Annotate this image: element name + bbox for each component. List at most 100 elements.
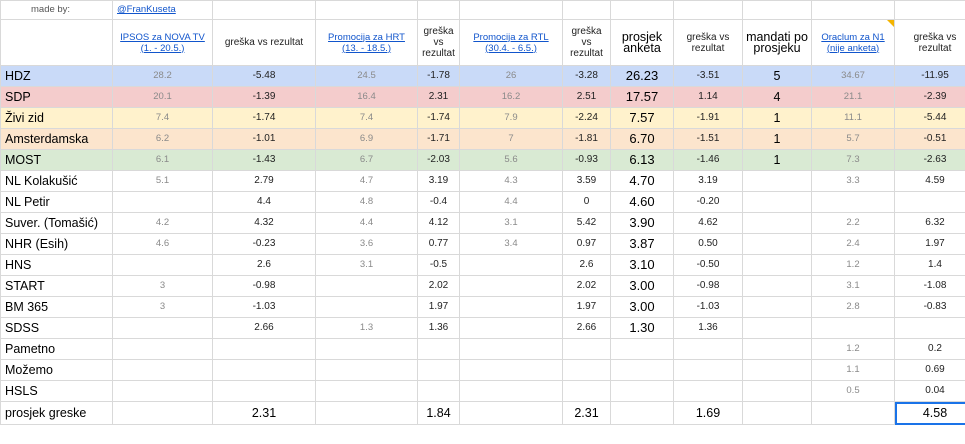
ipsos-value-cell[interactable]: 4.2 xyxy=(112,212,213,234)
rtl-value-cell[interactable]: 7 xyxy=(459,128,563,150)
average-error-cell[interactable]: 0.50 xyxy=(673,233,743,255)
rtl-value-cell[interactable] xyxy=(459,338,563,360)
ipsos-value-cell[interactable]: 6.1 xyxy=(112,149,213,171)
party-name-cell[interactable]: SDP xyxy=(0,86,113,108)
oraclum-error-cell[interactable]: -1.08 xyxy=(894,275,965,297)
rtl-value-cell[interactable]: 4.3 xyxy=(459,170,563,192)
seats-value-cell[interactable] xyxy=(742,317,812,339)
rtl-value-cell[interactable] xyxy=(459,317,563,339)
average-error-cell[interactable]: 3.19 xyxy=(673,170,743,192)
rtl-error-cell[interactable]: 2.02 xyxy=(562,275,611,297)
rtl-error-cell[interactable]: 1.97 xyxy=(562,296,611,318)
ipsos-error-cell[interactable] xyxy=(212,338,316,360)
oraclum-value-cell[interactable] xyxy=(811,191,895,213)
cell[interactable] xyxy=(459,0,563,20)
header-oraclum-link[interactable]: Oraclum za N1 (nije anketa) xyxy=(811,19,895,66)
average-value-cell[interactable]: 26.23 xyxy=(610,65,674,87)
oraclum-error-cell[interactable]: 0.04 xyxy=(894,380,965,402)
oraclum-error-cell[interactable]: 0.69 xyxy=(894,359,965,381)
ipsos-error-cell[interactable]: -0.98 xyxy=(212,275,316,297)
ipsos-error-cell[interactable]: 2.79 xyxy=(212,170,316,192)
average-error-cell[interactable]: -1.46 xyxy=(673,149,743,171)
summary-average-error[interactable]: 1.69 xyxy=(673,401,743,425)
hrt-value-cell[interactable]: 3.1 xyxy=(315,254,418,276)
oraclum-value-cell[interactable]: 3.3 xyxy=(811,170,895,192)
party-name-cell[interactable]: NHR (Esih) xyxy=(0,233,113,255)
oraclum-value-cell[interactable]: 2.4 xyxy=(811,233,895,255)
hrt-value-cell[interactable] xyxy=(315,275,418,297)
hrt-error-cell[interactable] xyxy=(417,359,460,381)
summary-rtl-error[interactable]: 2.31 xyxy=(562,401,611,425)
party-name-cell[interactable]: Suver. (Tomašić) xyxy=(0,212,113,234)
rtl-error-cell[interactable]: -0.93 xyxy=(562,149,611,171)
ipsos-error-cell[interactable]: 4.4 xyxy=(212,191,316,213)
seats-value-cell[interactable] xyxy=(742,191,812,213)
ipsos-value-cell[interactable]: 5.1 xyxy=(112,170,213,192)
hrt-value-cell[interactable] xyxy=(315,380,418,402)
oraclum-error-cell[interactable]: 1.4 xyxy=(894,254,965,276)
cell[interactable] xyxy=(562,0,611,20)
ipsos-error-cell[interactable]: 2.66 xyxy=(212,317,316,339)
average-error-cell[interactable]: -1.51 xyxy=(673,128,743,150)
average-value-cell[interactable]: 3.00 xyxy=(610,296,674,318)
oraclum-value-cell[interactable]: 1.1 xyxy=(811,359,895,381)
average-value-cell[interactable]: 1.30 xyxy=(610,317,674,339)
cell[interactable] xyxy=(459,401,563,425)
seats-value-cell[interactable] xyxy=(742,338,812,360)
oraclum-error-cell[interactable]: 1.97 xyxy=(894,233,965,255)
ipsos-value-cell[interactable] xyxy=(112,380,213,402)
oraclum-value-cell[interactable]: 5.7 xyxy=(811,128,895,150)
summary-hrt-error[interactable]: 1.84 xyxy=(417,401,460,425)
hrt-error-cell[interactable]: -0.4 xyxy=(417,191,460,213)
seats-value-cell[interactable] xyxy=(742,254,812,276)
rtl-error-cell[interactable]: -1.81 xyxy=(562,128,611,150)
summary-ipsos-error[interactable]: 2.31 xyxy=(212,401,316,425)
hrt-value-cell[interactable] xyxy=(315,359,418,381)
oraclum-value-cell[interactable]: 2.8 xyxy=(811,296,895,318)
party-name-cell[interactable]: HDZ xyxy=(0,65,113,87)
oraclum-error-cell[interactable]: 4.59 xyxy=(894,170,965,192)
ipsos-value-cell[interactable] xyxy=(112,191,213,213)
oraclum-value-cell[interactable]: 1.2 xyxy=(811,338,895,360)
oraclum-error-cell[interactable] xyxy=(894,191,965,213)
ipsos-value-cell[interactable] xyxy=(112,317,213,339)
average-value-cell[interactable]: 4.60 xyxy=(610,191,674,213)
ipsos-error-cell[interactable]: -0.23 xyxy=(212,233,316,255)
header-ipsos-link[interactable]: IPSOS za NOVA TV (1. - 20.5.) xyxy=(112,19,213,66)
cell[interactable] xyxy=(315,401,418,425)
cell[interactable] xyxy=(610,401,674,425)
party-name-cell[interactable]: Amsterdamska xyxy=(0,128,113,150)
party-name-cell[interactable]: MOST xyxy=(0,149,113,171)
average-value-cell[interactable]: 3.90 xyxy=(610,212,674,234)
party-name-cell[interactable]: HSLS xyxy=(0,380,113,402)
rtl-error-cell[interactable]: 0.97 xyxy=(562,233,611,255)
hrt-error-cell[interactable]: -1.74 xyxy=(417,107,460,129)
cell[interactable] xyxy=(315,0,418,20)
ipsos-value-cell[interactable]: 7.4 xyxy=(112,107,213,129)
ipsos-error-cell[interactable]: 4.32 xyxy=(212,212,316,234)
hrt-value-cell[interactable]: 6.7 xyxy=(315,149,418,171)
party-name-cell[interactable]: START xyxy=(0,275,113,297)
oraclum-value-cell[interactable]: 3.1 xyxy=(811,275,895,297)
oraclum-error-cell[interactable]: -11.95 xyxy=(894,65,965,87)
party-name-cell[interactable]: Pametno xyxy=(0,338,113,360)
hrt-value-cell[interactable]: 7.4 xyxy=(315,107,418,129)
hrt-error-cell[interactable]: -1.78 xyxy=(417,65,460,87)
seats-value-cell[interactable] xyxy=(742,380,812,402)
average-error-cell[interactable]: -0.50 xyxy=(673,254,743,276)
hrt-error-cell[interactable]: -0.5 xyxy=(417,254,460,276)
oraclum-value-cell[interactable]: 1.2 xyxy=(811,254,895,276)
average-value-cell[interactable]: 4.70 xyxy=(610,170,674,192)
rtl-value-cell[interactable] xyxy=(459,359,563,381)
ipsos-error-cell[interactable]: -5.48 xyxy=(212,65,316,87)
average-value-cell[interactable]: 6.13 xyxy=(610,149,674,171)
hrt-value-cell[interactable]: 4.4 xyxy=(315,212,418,234)
seats-value-cell[interactable]: 5 xyxy=(742,65,812,87)
oraclum-error-cell[interactable]: -5.44 xyxy=(894,107,965,129)
cell[interactable] xyxy=(212,0,316,20)
hrt-value-cell[interactable]: 16.4 xyxy=(315,86,418,108)
rtl-error-cell[interactable]: 2.66 xyxy=(562,317,611,339)
seats-value-cell[interactable]: 4 xyxy=(742,86,812,108)
header-hrt-link[interactable]: Promocija za HRT (13. - 18.5.) xyxy=(315,19,418,66)
oraclum-error-cell[interactable]: 6.32 xyxy=(894,212,965,234)
